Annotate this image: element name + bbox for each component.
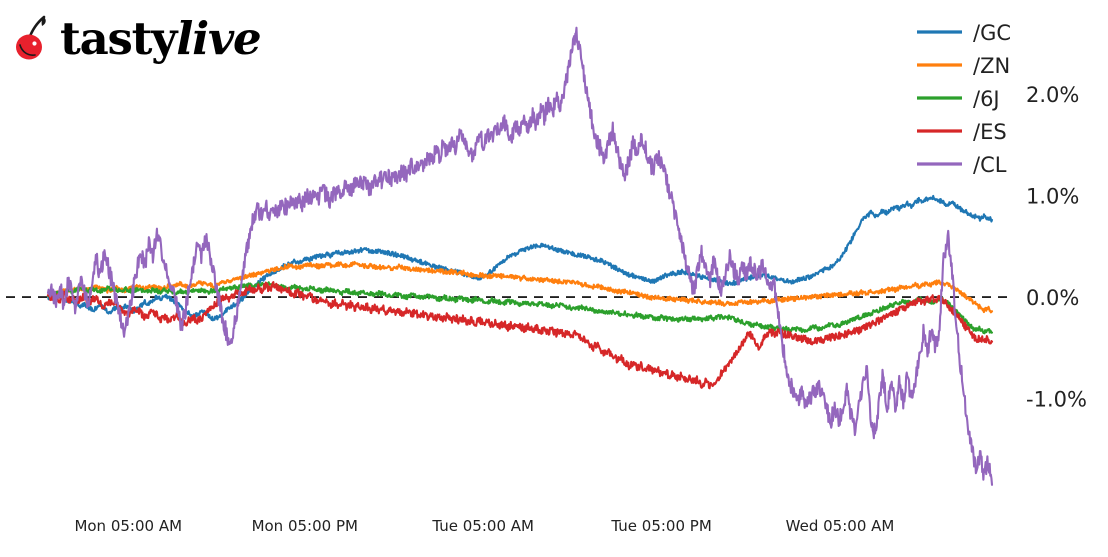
x-tick-label: Mon 05:00 PM <box>252 517 358 535</box>
y-tick-label: 1.0% <box>1026 185 1079 209</box>
y-axis-tick-labels: 2.0% 1.0% 0.0% -1.0% <box>1026 83 1087 411</box>
y-tick-label: 2.0% <box>1026 83 1079 107</box>
y-tick-label: 0.0% <box>1026 286 1079 310</box>
legend-label-gc[interactable]: /GC <box>973 21 1011 45</box>
chart-series-group <box>46 26 994 486</box>
x-tick-label: Tue 05:00 PM <box>610 517 711 535</box>
legend-label-zn[interactable]: /ZN <box>973 54 1010 78</box>
legend-label-6j[interactable]: /6J <box>973 87 1000 111</box>
brand-wordmark-part2: live <box>176 11 261 65</box>
brand-wordmark-part1: tasty <box>60 11 177 65</box>
series-line-es <box>46 281 994 390</box>
chart-legend: /GC/ZN/6J/ES/CL <box>917 21 1011 177</box>
brand-logo: tastylive <box>14 10 274 66</box>
x-tick-label: Tue 05:00 AM <box>431 517 534 535</box>
series-line-zn <box>46 260 994 314</box>
legend-label-es[interactable]: /ES <box>973 120 1007 144</box>
series-line-6j <box>46 281 994 335</box>
x-tick-label: Mon 05:00 AM <box>74 517 182 535</box>
x-axis-tick-labels: Mon 05:00 AM Mon 05:00 PM Tue 05:00 AM Tue … <box>74 517 894 535</box>
x-tick-label: Wed 05:00 AM <box>786 517 895 535</box>
series-line-cl <box>46 26 994 486</box>
cherry-icon <box>16 15 46 60</box>
legend-label-cl[interactable]: /CL <box>973 153 1007 177</box>
y-tick-label: -1.0% <box>1026 388 1087 412</box>
series-line-gc <box>46 194 994 322</box>
brand-wordmark: tastylive <box>60 16 262 61</box>
